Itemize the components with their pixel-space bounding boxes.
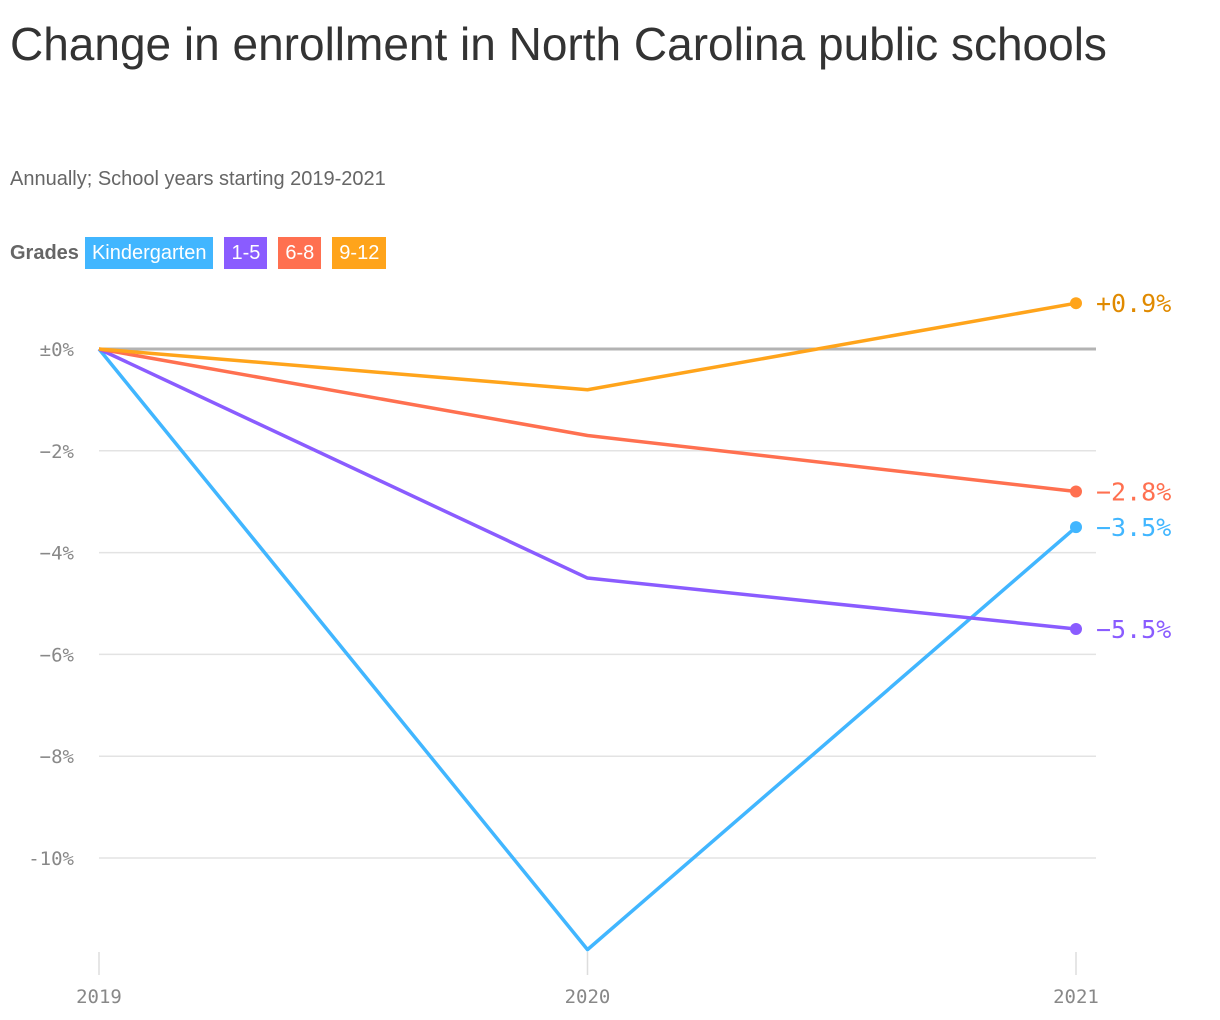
end-point-kindergarten [1070,521,1082,534]
series-line-kindergarten [97,347,1078,952]
y-tick-label: -10% [28,848,74,870]
end-label-kindergarten: −3.5% [1096,513,1171,542]
y-tick-label: −6% [40,644,75,666]
end-label-6-8: −2.8% [1096,478,1171,507]
series-line-9-12 [98,301,1077,392]
legend-item-kindergarten: Kindergarten [84,237,214,269]
legend-item-1-5: 1-5 [224,237,268,269]
end-label-9-12: +0.9% [1096,289,1171,318]
chart-title: Change in enrollment in North Carolina p… [10,18,1107,70]
end-point-9-12 [1070,297,1082,310]
legend: Grades Kindergarten 1-5 6-8 9-12 [10,237,387,269]
chart-subtitle: Annually; School years starting 2019-202… [10,168,386,190]
y-tick-label: ±0% [40,339,75,361]
series-line-6-8 [98,347,1077,494]
legend-item-9-12: 9-12 [332,237,387,269]
end-point-6-8 [1070,485,1082,498]
x-tick-label: 2021 [1053,986,1099,1008]
y-tick-label: −2% [40,441,75,463]
x-tick-label: 2019 [76,986,122,1008]
end-point-1-5 [1070,622,1082,635]
end-label-1-5: −5.5% [1096,615,1171,644]
x-tick-label: 2020 [565,986,611,1008]
series-line-1-5 [98,347,1077,631]
legend-label: Grades [10,241,79,264]
y-tick-label: −8% [40,746,75,768]
y-tick-label: −4% [40,543,75,565]
legend-item-6-8: 6-8 [278,237,322,269]
